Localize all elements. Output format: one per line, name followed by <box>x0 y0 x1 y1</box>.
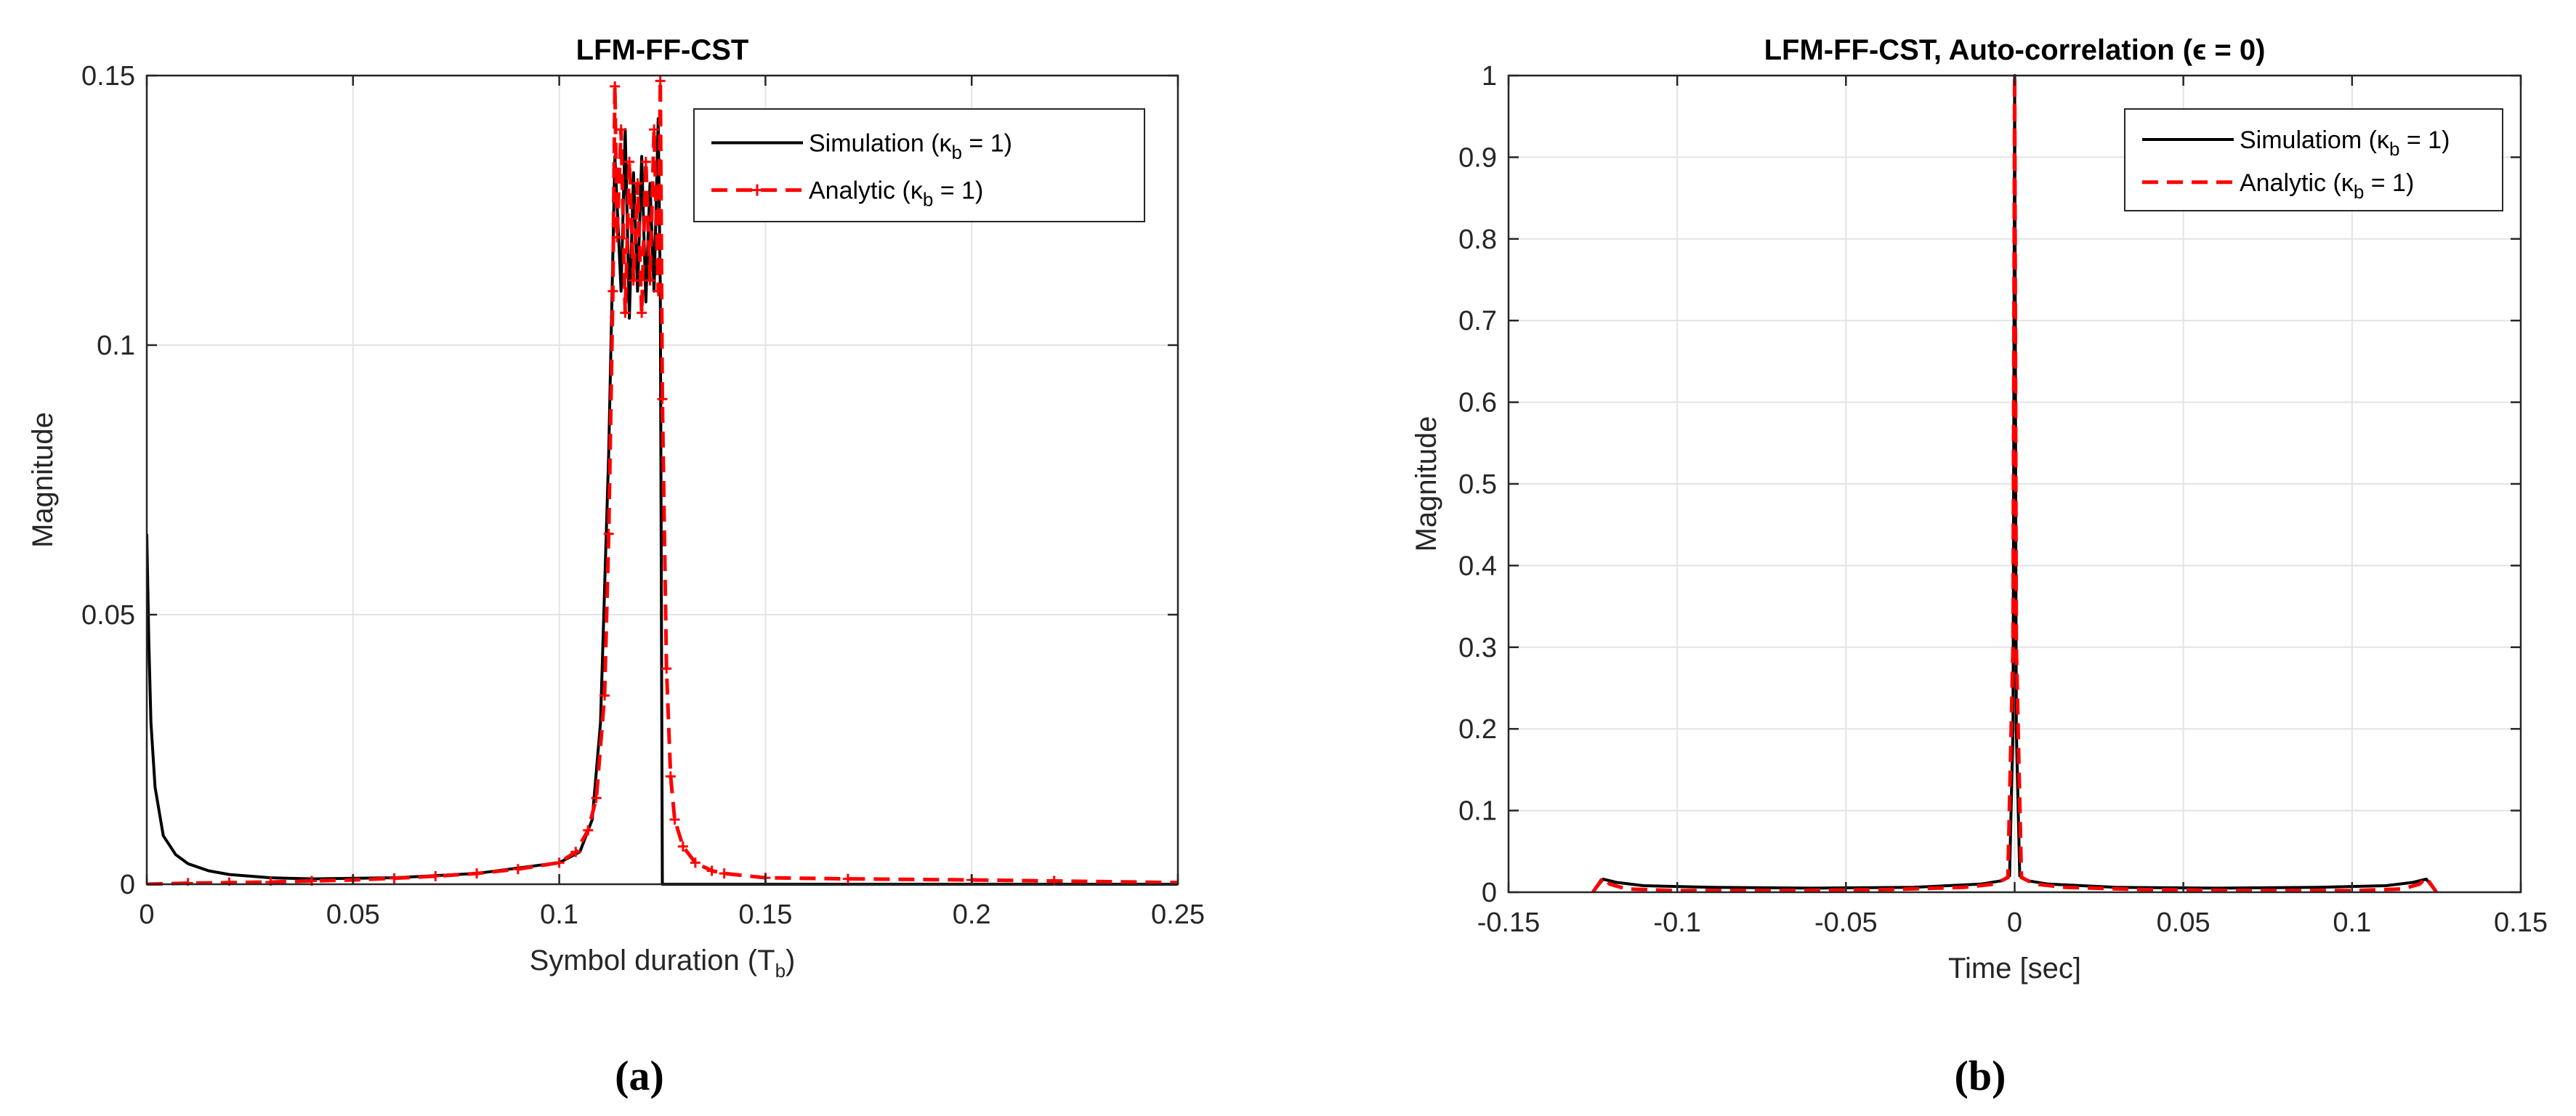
x-tick-label: 0.1 <box>2333 907 2371 938</box>
x-tick-label: 0.05 <box>2157 907 2210 938</box>
legend-label: Simulation (κb = 1) <box>809 130 1012 163</box>
y-tick-label: 0 <box>1482 878 1497 908</box>
y-tick-label: 0.05 <box>81 600 135 631</box>
series-analytic <box>1591 74 2438 894</box>
series-marker <box>607 286 618 296</box>
series-marker <box>624 156 635 167</box>
series-marker <box>690 857 700 868</box>
series-marker <box>472 868 483 879</box>
series-simulation <box>147 117 1178 886</box>
y-tick-label: 0.2 <box>1458 714 1497 745</box>
series-marker <box>669 814 680 825</box>
y-tick-label: 0.3 <box>1458 633 1497 663</box>
series-marker <box>842 873 853 884</box>
y-tick-label: 0.4 <box>1458 551 1497 581</box>
series-line <box>1591 74 2438 894</box>
y-tick-label: 0.7 <box>1458 306 1497 336</box>
series-marker <box>620 307 631 318</box>
legend: Simulation (κb = 1) Analytic (κb = 1) <box>693 108 1145 222</box>
series-marker <box>628 275 639 286</box>
series-marker <box>610 81 621 92</box>
x-tick-label: 0.25 <box>1151 899 1205 930</box>
y-tick-label: 0.5 <box>1458 469 1497 500</box>
series-marker <box>719 868 730 879</box>
series-marker <box>389 873 400 884</box>
series-marker <box>570 846 581 857</box>
series-marker <box>655 76 666 86</box>
legend-box <box>693 108 1145 222</box>
series-marker <box>554 857 565 868</box>
x-tick-label: 0.05 <box>326 899 380 930</box>
legend-label: Simulatiom (κb = 1) <box>2240 126 2450 160</box>
series-marker <box>677 841 688 852</box>
series-marker <box>1173 877 1178 886</box>
series-marker <box>265 877 276 886</box>
series-line <box>147 117 1178 886</box>
panel-caption: (a) <box>615 1052 664 1099</box>
x-tick-label: -0.15 <box>1477 907 1541 938</box>
series-marker <box>661 663 672 674</box>
y-tick-label: 0.1 <box>1458 796 1497 827</box>
series-marker <box>612 232 623 243</box>
series-marker <box>615 124 626 135</box>
series-marker <box>645 275 655 286</box>
legend-label: Analytic (κb = 1) <box>2240 169 2414 203</box>
x-tick-label: -0.05 <box>1814 907 1878 938</box>
series-marker <box>632 178 643 189</box>
x-tick-label: 0 <box>139 899 154 930</box>
legend-label: Analytic (κb = 1) <box>809 177 983 211</box>
y-tick-label: 0.1 <box>97 331 135 361</box>
y-axis-label: Magnitude <box>1410 416 1442 552</box>
chart-title: LFM-FF-CST <box>576 34 749 66</box>
axes-box <box>145 74 1179 886</box>
legend-marker <box>751 184 763 196</box>
y-tick-label: 1 <box>1482 61 1497 92</box>
series-marker <box>706 865 717 876</box>
series-marker <box>583 825 594 836</box>
chart-panel-a: 0 0.05 0.1 0.15 0.2 0.25 0 0.05 0.1 0.15 LFM-FF-CS… <box>27 34 1205 1099</box>
series-marker <box>649 124 660 135</box>
x-tick-label: 0.2 <box>953 899 991 930</box>
chart-panel-b: -0.15 -0.1 -0.05 0 0.05 0.1 0.15 0 0.1 0.2 0.3 0.4 0… <box>1410 34 2548 1099</box>
panel-caption: (b) <box>1955 1052 2006 1099</box>
series-marker <box>637 307 647 318</box>
y-tick-label: 0.8 <box>1458 225 1497 255</box>
y-tick-label: 0.6 <box>1458 388 1497 418</box>
legend: Simulatiom (κb = 1) Analytic (κb = 1) <box>2124 108 2503 211</box>
x-axis-label: Time [sec] <box>1948 953 2081 984</box>
series-marker <box>512 864 523 875</box>
series-marker <box>603 528 614 539</box>
x-tick-label: -0.1 <box>1653 907 1700 938</box>
y-tick-label: 0.9 <box>1458 142 1497 173</box>
x-tick-label: 0.1 <box>540 899 578 930</box>
series-marker <box>653 286 663 296</box>
series-marker <box>182 878 193 886</box>
y-tick-label: 0 <box>120 870 135 900</box>
chart-title: LFM-FF-CST, Auto-correlation (ϵ = 0) <box>1764 34 2266 66</box>
series-marker <box>657 394 668 405</box>
x-axis-label: Symbol duration (Tb) <box>530 945 796 982</box>
y-tick-label: 0.15 <box>81 61 135 92</box>
x-tick-label: 0 <box>2007 907 2022 938</box>
legend-box <box>2124 108 2503 211</box>
series-marker <box>224 877 235 886</box>
series-marker <box>591 793 602 804</box>
y-axis-label: Magnitude <box>27 412 59 548</box>
series-marker <box>430 870 441 881</box>
series-marker <box>599 690 610 701</box>
series-marker <box>640 156 651 167</box>
x-tick-label: 0.15 <box>738 899 792 930</box>
series-marker <box>665 771 676 782</box>
x-tick-label: 0.15 <box>2494 907 2548 938</box>
